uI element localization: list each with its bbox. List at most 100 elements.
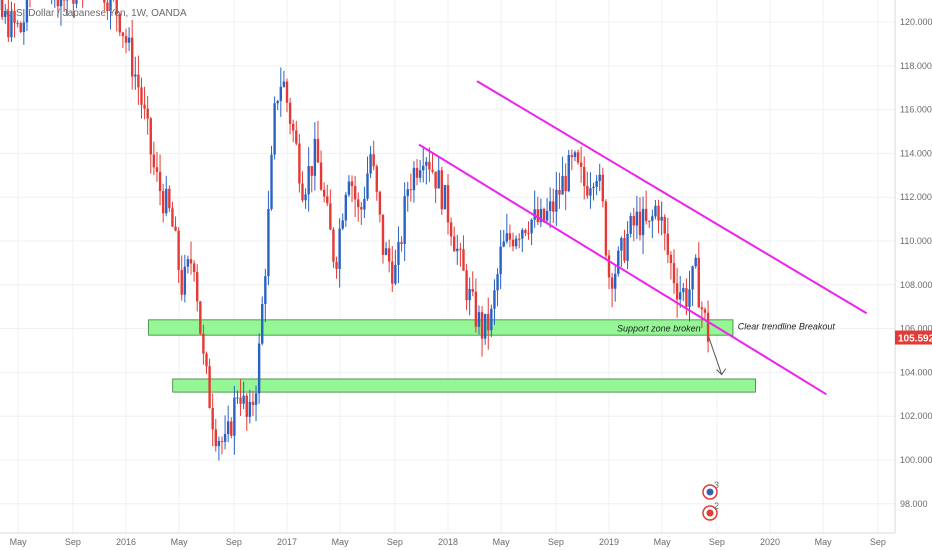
candle [226,405,230,443]
candle [149,116,152,174]
candle [174,216,177,232]
candle-body [226,421,230,435]
candle-body [146,108,149,119]
candle-body [0,0,4,17]
candle-body [208,366,211,408]
candle [499,230,502,289]
candle-body [586,186,589,196]
y-tick-label: 116.000 [900,105,932,115]
candle-body [700,307,704,310]
candle-body [130,37,134,77]
candle [613,265,617,302]
candle [273,96,276,160]
candle-body [555,189,558,212]
candle [648,220,651,228]
candle-body [319,162,323,190]
candle-body [682,288,685,293]
candle [412,161,416,203]
candle [387,239,391,273]
candle [620,236,623,267]
candle [118,12,122,37]
candle [669,251,673,280]
candle [564,163,567,211]
candle [561,156,564,195]
candle [282,70,286,88]
trendline-upper [476,80,868,315]
candle [610,272,614,308]
candle [270,145,273,211]
candle [158,154,162,206]
candle-body [539,208,543,223]
candle [279,67,283,117]
candle-body [425,161,428,166]
candle-body [418,170,422,178]
candle [487,297,490,350]
candle-body [564,175,567,192]
candle-body [372,154,375,167]
candle [425,156,428,185]
candle-body [211,407,214,430]
candle-body [245,395,248,417]
candle-body [440,170,444,210]
candle [431,153,434,174]
candle [347,175,351,197]
x-tick-label: Sep [548,537,564,547]
candle [706,300,710,353]
candle-body [604,201,608,256]
candle-body [691,266,694,290]
candle-body [279,86,283,101]
last-price-box [895,330,932,345]
candle [276,99,279,111]
candle-body [632,215,635,226]
candle-body [663,216,666,234]
candle-body [446,185,450,223]
candle-body [366,173,369,199]
candle-body [635,211,639,226]
candle-body [7,10,10,38]
candle-body [267,209,270,277]
candle [121,31,125,48]
candle-body [403,196,406,244]
candle-body [456,248,459,252]
candle-body [350,181,354,187]
candle [319,150,323,191]
candle-body [629,215,632,234]
candle [496,268,499,307]
candle-body [660,216,663,221]
candle-body [384,248,388,255]
candle-body [397,242,400,265]
candle-body [353,186,357,200]
candle [372,140,375,171]
candle-body [412,167,416,191]
candle-body [16,22,19,24]
candle [524,228,527,237]
candle [558,172,561,209]
candle [604,199,608,259]
candle-body [276,100,279,104]
candle-body [137,74,140,88]
candle [264,268,267,323]
candle-body [322,189,326,197]
support-zones [148,319,756,393]
x-tick-label: May [815,537,833,547]
candle-body [341,220,344,229]
candle-body [437,170,440,189]
candle [196,264,199,312]
candle-body [217,441,221,447]
candle-body [134,74,137,77]
candle [291,119,295,143]
candle [192,260,196,282]
candle [307,147,310,212]
x-tick-label: 2017 [277,537,297,547]
candle-body [675,283,679,300]
candle [171,201,174,228]
candle [341,213,344,231]
candle-body [189,259,193,264]
candle [310,166,313,193]
candle [483,313,487,345]
candle [443,184,447,210]
candle-body [409,189,413,191]
candle-body [326,196,329,204]
candle-body [610,277,614,289]
candle-body [536,209,539,223]
